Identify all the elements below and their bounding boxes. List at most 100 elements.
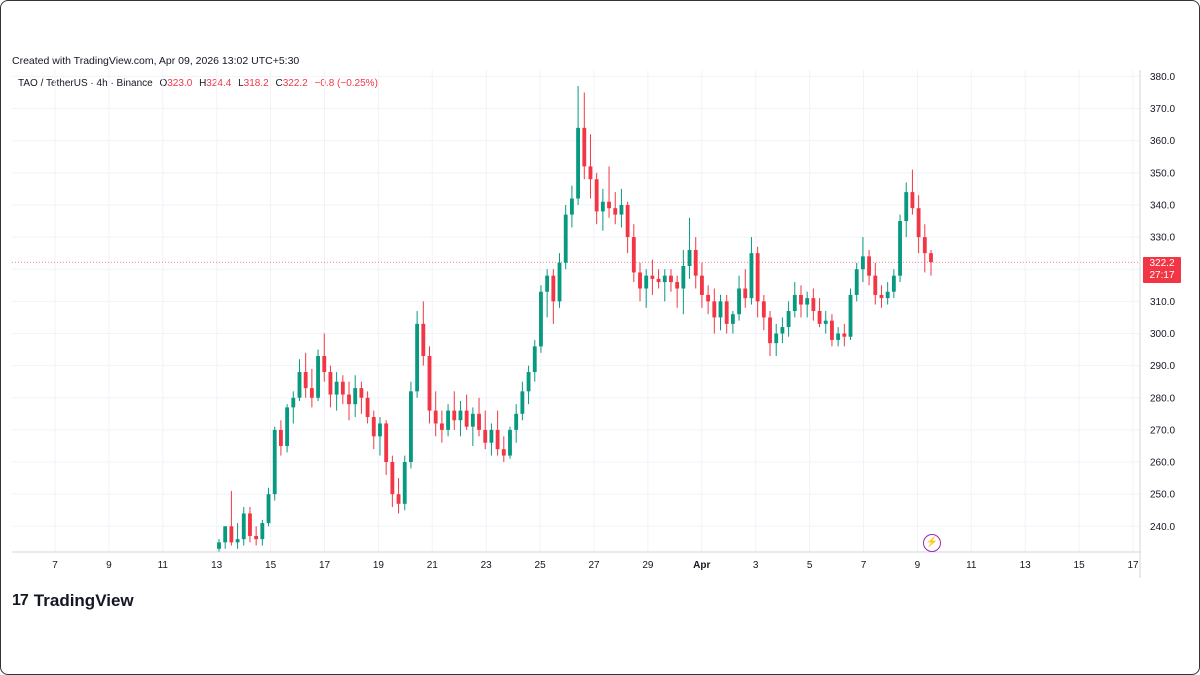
candle[interactable] (569, 185, 574, 228)
candle[interactable] (328, 365, 333, 408)
candle[interactable] (755, 246, 760, 318)
candle[interactable] (929, 249, 933, 276)
candle[interactable] (334, 372, 339, 411)
candle[interactable] (582, 92, 587, 180)
candle[interactable] (371, 410, 376, 450)
candle[interactable] (384, 420, 389, 475)
candle[interactable] (483, 410, 488, 450)
candle[interactable] (922, 224, 927, 273)
candle[interactable] (588, 134, 593, 199)
candle[interactable] (891, 269, 896, 299)
candle[interactable] (508, 426, 512, 459)
candle[interactable] (520, 381, 525, 421)
candle[interactable] (644, 269, 649, 308)
candle[interactable] (848, 288, 853, 340)
candle[interactable] (347, 381, 351, 421)
candle[interactable] (830, 314, 834, 347)
candle[interactable] (675, 275, 680, 308)
candle[interactable] (365, 391, 370, 424)
lightning-icon[interactable]: ⚡ (923, 534, 941, 552)
candle[interactable] (700, 262, 704, 308)
candle[interactable] (693, 237, 698, 289)
candle[interactable] (278, 420, 283, 456)
candle[interactable] (792, 282, 797, 318)
candle[interactable] (799, 285, 803, 318)
candle[interactable] (378, 417, 382, 456)
candle[interactable] (501, 436, 506, 463)
candle[interactable] (322, 333, 327, 382)
candle[interactable] (916, 195, 921, 254)
candle[interactable] (353, 375, 358, 418)
candle[interactable] (464, 394, 469, 430)
candle[interactable] (340, 375, 345, 405)
candle[interactable] (904, 182, 909, 238)
candle[interactable] (297, 359, 302, 401)
candle[interactable] (526, 365, 531, 405)
candle[interactable] (514, 404, 519, 443)
candle[interactable] (669, 269, 673, 292)
candle[interactable] (452, 391, 457, 430)
candle[interactable] (260, 519, 265, 546)
candle[interactable] (421, 301, 426, 366)
candle[interactable] (879, 285, 884, 308)
candle[interactable] (316, 349, 320, 401)
candle[interactable] (433, 391, 438, 437)
candle[interactable] (737, 275, 741, 321)
candle[interactable] (607, 166, 611, 218)
candle[interactable] (768, 311, 772, 356)
candle[interactable] (470, 407, 475, 446)
candle[interactable] (743, 269, 748, 308)
candle[interactable] (241, 507, 246, 546)
candle[interactable] (867, 249, 872, 286)
candle[interactable] (594, 172, 599, 225)
candle[interactable] (619, 188, 624, 228)
candle[interactable] (681, 249, 686, 315)
candle[interactable] (291, 391, 296, 424)
candle[interactable] (836, 327, 841, 347)
candle[interactable] (415, 311, 420, 398)
candle[interactable] (662, 269, 667, 302)
candle[interactable] (749, 237, 754, 305)
candle[interactable] (396, 478, 401, 514)
candle[interactable] (600, 188, 605, 231)
candle[interactable] (780, 317, 785, 344)
candle[interactable] (613, 192, 618, 225)
candle[interactable] (217, 539, 221, 552)
candle[interactable] (805, 291, 810, 318)
candle[interactable] (402, 455, 407, 511)
candle[interactable] (235, 523, 240, 549)
candle[interactable] (285, 404, 290, 453)
candle[interactable] (229, 490, 234, 546)
candle[interactable] (860, 237, 865, 283)
candle[interactable] (359, 381, 364, 414)
candle[interactable] (539, 285, 543, 353)
candle[interactable] (551, 269, 556, 324)
candle[interactable] (563, 204, 568, 270)
candle[interactable] (557, 253, 562, 308)
candle[interactable] (638, 262, 642, 302)
candle[interactable] (489, 423, 494, 456)
candle[interactable] (786, 301, 791, 337)
candle[interactable] (495, 410, 500, 456)
candle[interactable] (223, 526, 228, 549)
candle[interactable] (631, 224, 636, 283)
candle[interactable] (303, 352, 308, 398)
candle[interactable] (687, 217, 692, 279)
candle[interactable] (248, 507, 252, 543)
candle[interactable] (898, 214, 902, 283)
candle[interactable] (545, 269, 550, 318)
candle[interactable] (712, 288, 717, 334)
candle[interactable] (439, 410, 444, 443)
candle[interactable] (427, 346, 432, 424)
candle[interactable] (730, 311, 735, 334)
candle[interactable] (272, 426, 277, 501)
candle[interactable] (724, 294, 729, 334)
candle[interactable] (823, 311, 828, 334)
candle[interactable] (761, 294, 766, 331)
candle[interactable] (774, 323, 779, 356)
candle[interactable] (477, 397, 481, 437)
candle[interactable] (706, 285, 711, 315)
candle[interactable] (625, 201, 630, 254)
candle[interactable] (409, 381, 413, 469)
